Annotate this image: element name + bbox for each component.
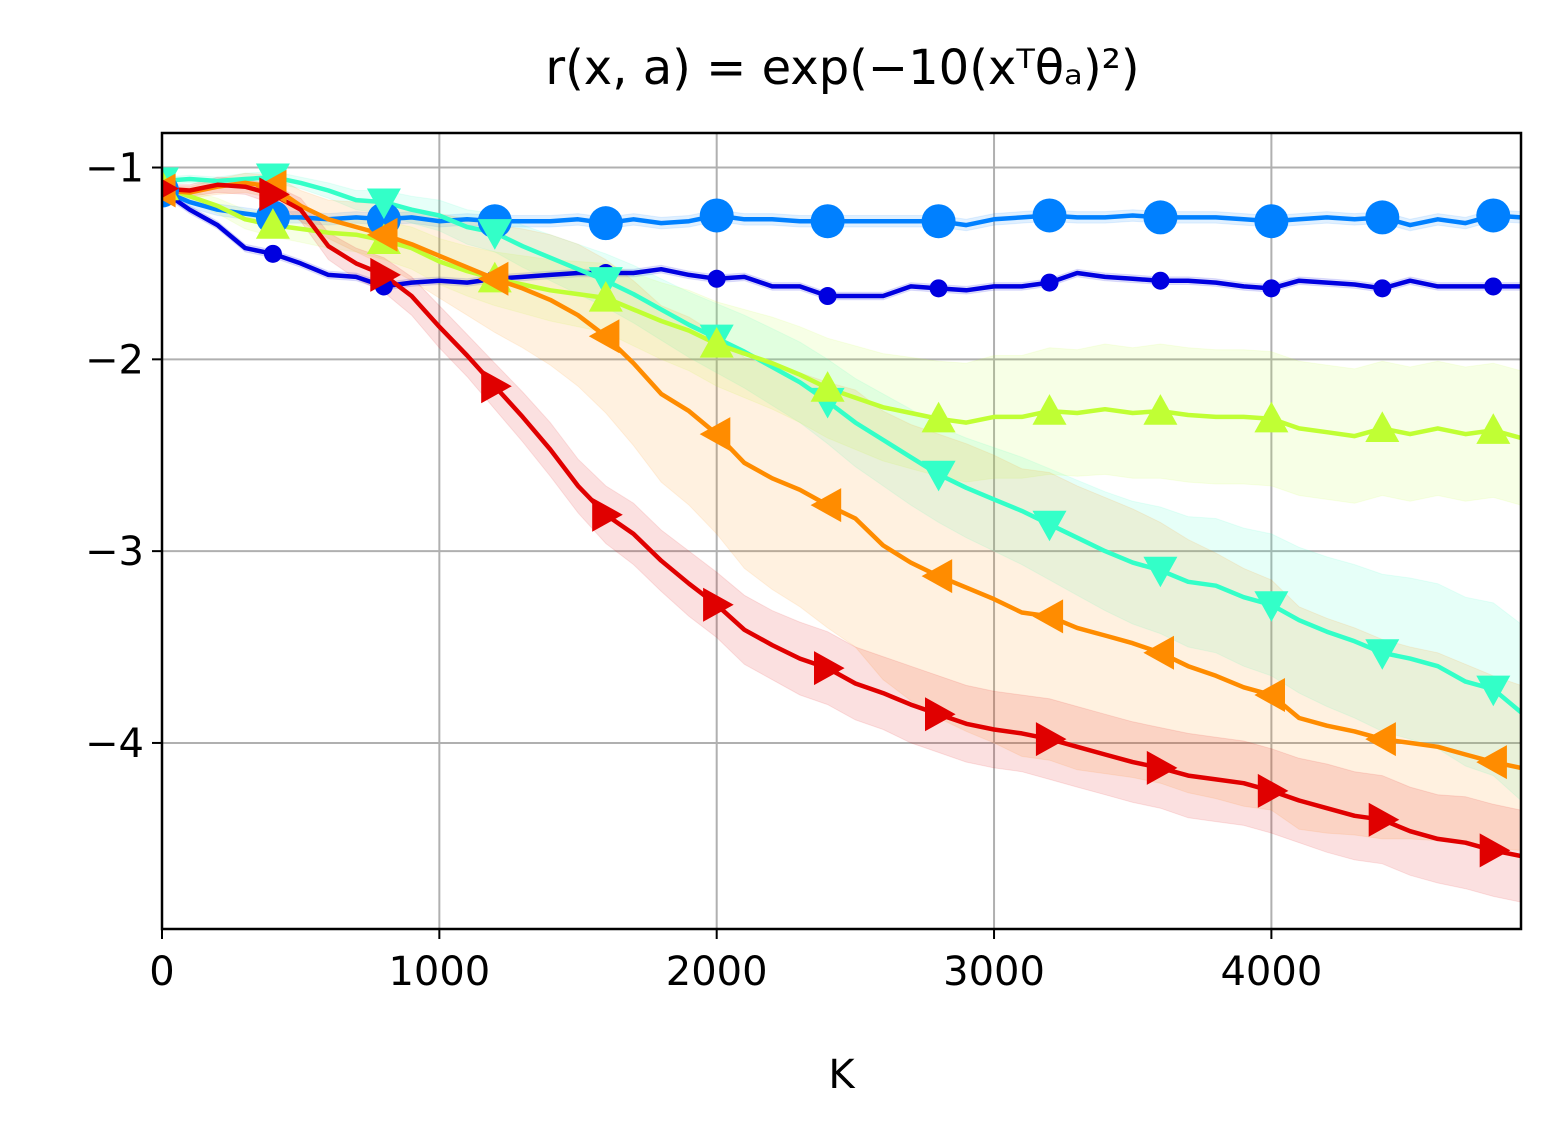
y-tick-label: −2 (85, 337, 144, 383)
series-5-point (259, 177, 290, 212)
y-tick-label: −4 (85, 721, 144, 767)
x-tick-label: 3000 (943, 949, 1045, 995)
series-3-point (1143, 394, 1178, 425)
chart-title: r(x, a) = exp(−10(xᵀθₐ)²) (0, 40, 1559, 96)
series-5-point (162, 179, 179, 199)
series-5-point (925, 697, 956, 732)
x-tick-label: 2000 (666, 949, 768, 995)
series-3-point (1365, 411, 1400, 442)
series-0-point (1262, 279, 1281, 298)
series-5-point (1257, 773, 1289, 808)
y-tick-label: −3 (85, 529, 144, 575)
series-0-point (818, 287, 837, 306)
series-5-point (1035, 722, 1067, 757)
series-2-point (921, 460, 956, 492)
series-3-point (1476, 413, 1511, 444)
series-2-point (1032, 510, 1067, 542)
series-5-point (703, 587, 734, 622)
series-1-point (921, 204, 956, 239)
x-axis-label: K (828, 1052, 856, 1098)
series-0-point (1040, 273, 1059, 292)
series-3-point (921, 401, 956, 433)
series-5-point (370, 257, 401, 292)
series-1-point (588, 206, 623, 241)
axis-ticks: 0 1000 2000 3000 4000 −1 −2 −3 −4 (85, 146, 1322, 995)
series-0-point (263, 244, 282, 263)
series-5-point (481, 369, 512, 404)
series-1-point (1476, 198, 1511, 233)
series-1-point (810, 204, 845, 239)
series-1-point (699, 198, 734, 233)
series-0-point (1373, 279, 1392, 298)
plot-frame (160, 131, 1523, 931)
grid-lines (161, 133, 1521, 929)
series-4-point (1476, 745, 1507, 780)
series-0-point (1151, 271, 1170, 290)
series-4-point (1143, 635, 1174, 670)
series-1-point (1143, 200, 1178, 235)
series-2-point (1143, 556, 1178, 588)
series-4-point (921, 559, 953, 594)
x-tick-label: 0 (149, 949, 174, 995)
series-2-point (1365, 639, 1400, 670)
y-tick-label: −1 (85, 146, 144, 192)
series-2-point (1476, 675, 1511, 707)
series-2-point (477, 219, 512, 250)
x-tick-label: 4000 (1220, 949, 1322, 995)
series-2-point (366, 188, 401, 220)
series-5-point (1479, 833, 1511, 868)
x-tick-label: 1000 (388, 949, 490, 995)
series-4-point (588, 319, 620, 354)
chart-title-text: r(x, a) = exp(−10(xᵀθₐ)²) (545, 40, 1140, 96)
series-4-point (810, 488, 842, 523)
series-5-point (592, 497, 623, 532)
series-5-band (162, 176, 1521, 903)
series-3-point (1254, 401, 1289, 433)
series-3-point (588, 281, 623, 312)
series-4-point (1254, 678, 1285, 712)
series-3-point (255, 208, 290, 239)
series-4-point (1032, 599, 1064, 634)
series-1-point (1032, 198, 1067, 233)
series-4-point (477, 261, 509, 296)
series-4-point (366, 217, 398, 252)
series-3-point (1032, 394, 1067, 425)
series-3-point (699, 327, 734, 358)
series-4-point (699, 417, 731, 452)
series-0-point (707, 269, 726, 288)
series-5-point (1368, 802, 1400, 837)
series-1-point (1365, 200, 1400, 235)
series-markers (162, 163, 1511, 868)
series-4-point (1365, 722, 1396, 757)
series-3-point (810, 371, 845, 402)
series-0-point (1484, 277, 1503, 296)
series-5-point (814, 651, 845, 686)
series-5-point (1146, 750, 1178, 785)
series-0-point (929, 279, 948, 298)
series-1-point (1254, 204, 1289, 239)
series-2-point (1254, 591, 1289, 622)
